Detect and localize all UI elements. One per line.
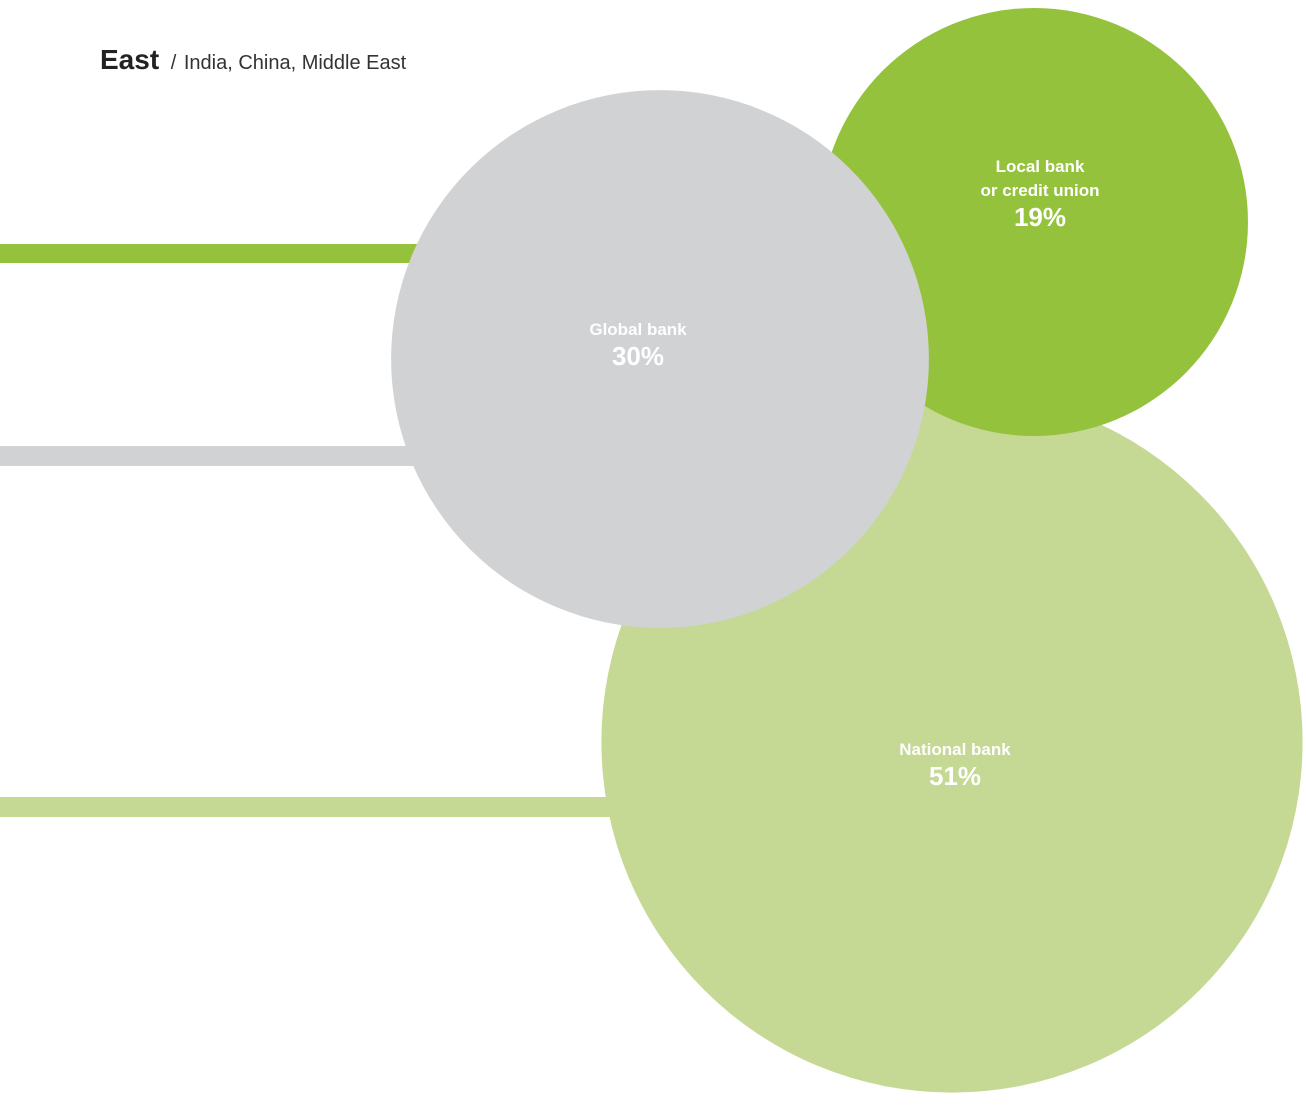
bubble-name-national-0: National bank [899,740,1011,759]
bubble-label-local: Local bank or credit union 19% [981,157,1100,232]
bubble-value-national: 51% [929,761,981,791]
bubble-value-local: 19% [1014,202,1066,232]
connector-bar-global [0,446,420,466]
connector-bar-national [0,797,610,817]
bubble-label-global: Global bank 30% [589,320,687,371]
bubble-name-local-0: Local bank [996,157,1085,176]
bubble-label-national: National bank 51% [899,740,1011,791]
title-separator: / [170,52,177,74]
region-title: East [100,44,160,75]
bubble-global [391,90,929,628]
region-subtitle: India, China, Middle East [183,52,407,74]
bubble-name-global-0: Global bank [589,320,687,339]
bubble-value-global: 30% [612,341,664,371]
chart-header: East / India, China, Middle East [100,44,406,76]
bubble-name-local-1: or credit union [981,181,1100,200]
